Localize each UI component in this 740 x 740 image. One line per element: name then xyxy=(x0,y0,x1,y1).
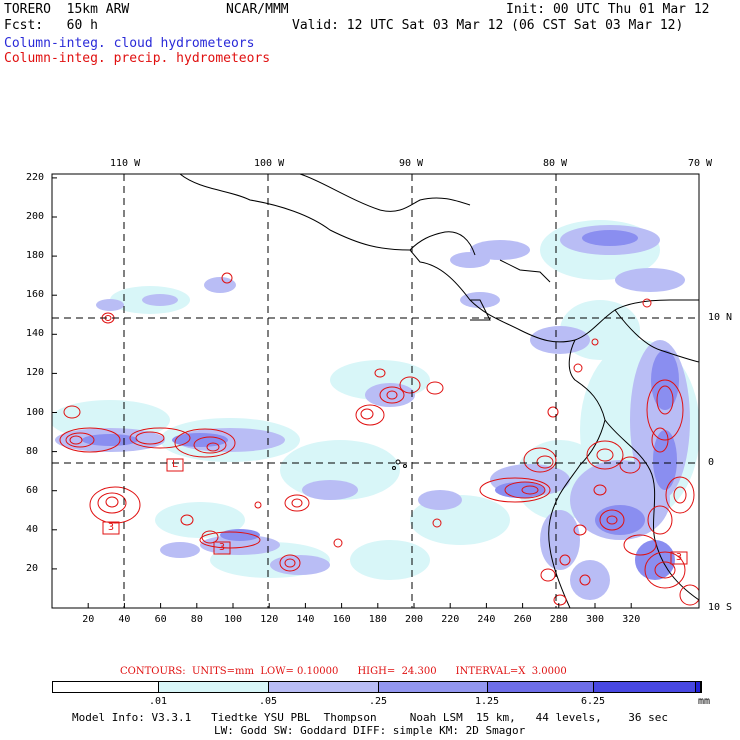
colorbar-label-1: .05 xyxy=(258,696,278,707)
colorbar-segment xyxy=(379,682,488,692)
x-tick-label: 220 xyxy=(441,614,460,625)
colorbar-segment xyxy=(696,682,701,692)
forecast-hour: Fcst: 60 h xyxy=(4,18,98,33)
y-tick-label: 80 xyxy=(26,445,39,457)
axis-tick-marks xyxy=(52,177,632,608)
box-label-3c: 3 xyxy=(676,552,683,563)
field-cloud-label: Column-integ. cloud hydrometeors xyxy=(4,36,255,51)
box-label-3a: 3 xyxy=(108,522,115,533)
y-tick-label: 20 xyxy=(26,562,39,574)
x-tick-label: 60 xyxy=(154,614,167,625)
field-precip-label: Column-integ. precip. hydrometeors xyxy=(4,51,271,66)
colorbar-segment xyxy=(488,682,594,692)
y-tick-label: 120 xyxy=(26,367,45,379)
y-tick-label: 200 xyxy=(26,211,45,222)
y-tick-label: 60 xyxy=(26,484,39,496)
contour-caption: CONTOURS: UNITS=mm LOW= 0.10000 HIGH= 24… xyxy=(120,666,567,677)
box-label-L: L xyxy=(172,459,179,470)
coastlines xyxy=(179,174,699,608)
plot-frame xyxy=(51,173,700,609)
x-tick-label: 120 xyxy=(260,614,279,625)
x-tick-label: 180 xyxy=(368,614,387,625)
x-tick-label: 200 xyxy=(405,614,424,625)
colorbar-label-4: 6.25 xyxy=(580,696,606,707)
x-tick-label: 300 xyxy=(586,614,605,625)
colorbar-segment xyxy=(594,682,696,692)
colorbar-label-2: .25 xyxy=(368,696,388,707)
lat-label-10s: 10 S xyxy=(708,602,733,613)
x-tick-label: 240 xyxy=(477,614,496,625)
x-tick-label: 80 xyxy=(190,614,203,625)
x-tick-label: 100 xyxy=(224,614,243,625)
lon-label-80w: 80 W xyxy=(543,158,568,169)
y-tick-label: 220 xyxy=(26,171,45,183)
lon-label-110w: 110 W xyxy=(110,158,141,169)
colorbar-segment xyxy=(269,682,379,692)
x-tick-label: 320 xyxy=(622,614,641,625)
x-tick-label: 40 xyxy=(118,614,131,625)
x-tick-label: 160 xyxy=(332,614,351,625)
init-time: Init: 00 UTC Thu 01 Mar 12 xyxy=(506,2,710,17)
lat-label-10n: 10 N xyxy=(708,312,733,323)
x-tick-label: 280 xyxy=(549,614,568,625)
y-tick-label: 140 xyxy=(26,328,45,340)
y-tick-label: 180 xyxy=(26,250,45,262)
physics-info: LW: Godd SW: Goddard DIFF: simple KM: 2D… xyxy=(214,724,526,737)
y-tick-label: 100 xyxy=(26,406,45,418)
lon-label-70w: 70 W xyxy=(688,158,713,169)
colorbar xyxy=(52,681,702,693)
lon-label-100w: 100 W xyxy=(254,158,285,169)
x-tick-label: 20 xyxy=(82,614,95,625)
x-tick-label: 260 xyxy=(513,614,532,625)
extrema-boxes xyxy=(102,458,688,565)
box-label-3b: 3 xyxy=(219,542,226,553)
colorbar-label-0: .01 xyxy=(148,696,168,707)
valid-time: Valid: 12 UTC Sat 03 Mar 12 (06 CST Sat … xyxy=(292,18,684,33)
colorbar-segment xyxy=(159,682,269,692)
lat-label-0: 0 xyxy=(708,457,715,468)
cloud-field xyxy=(52,220,699,600)
org-label: NCAR/MMM xyxy=(226,2,289,17)
x-tick-label: 140 xyxy=(296,614,315,625)
colorbar-label-3: 1.25 xyxy=(474,696,500,707)
colorbar-units: mm xyxy=(697,696,711,707)
model-info: Model Info: V3.3.1 Tiedtke YSU PBL Thomp… xyxy=(72,711,669,724)
y-tick-label: 160 xyxy=(26,289,45,301)
lon-label-90w: 90 W xyxy=(399,158,424,169)
y-tick-label: 40 xyxy=(26,523,39,535)
colorbar-segment xyxy=(53,682,159,692)
precip-contours xyxy=(59,272,699,606)
lat-lon-grid xyxy=(52,174,699,608)
model-title: TORERO 15km ARW xyxy=(4,2,130,17)
